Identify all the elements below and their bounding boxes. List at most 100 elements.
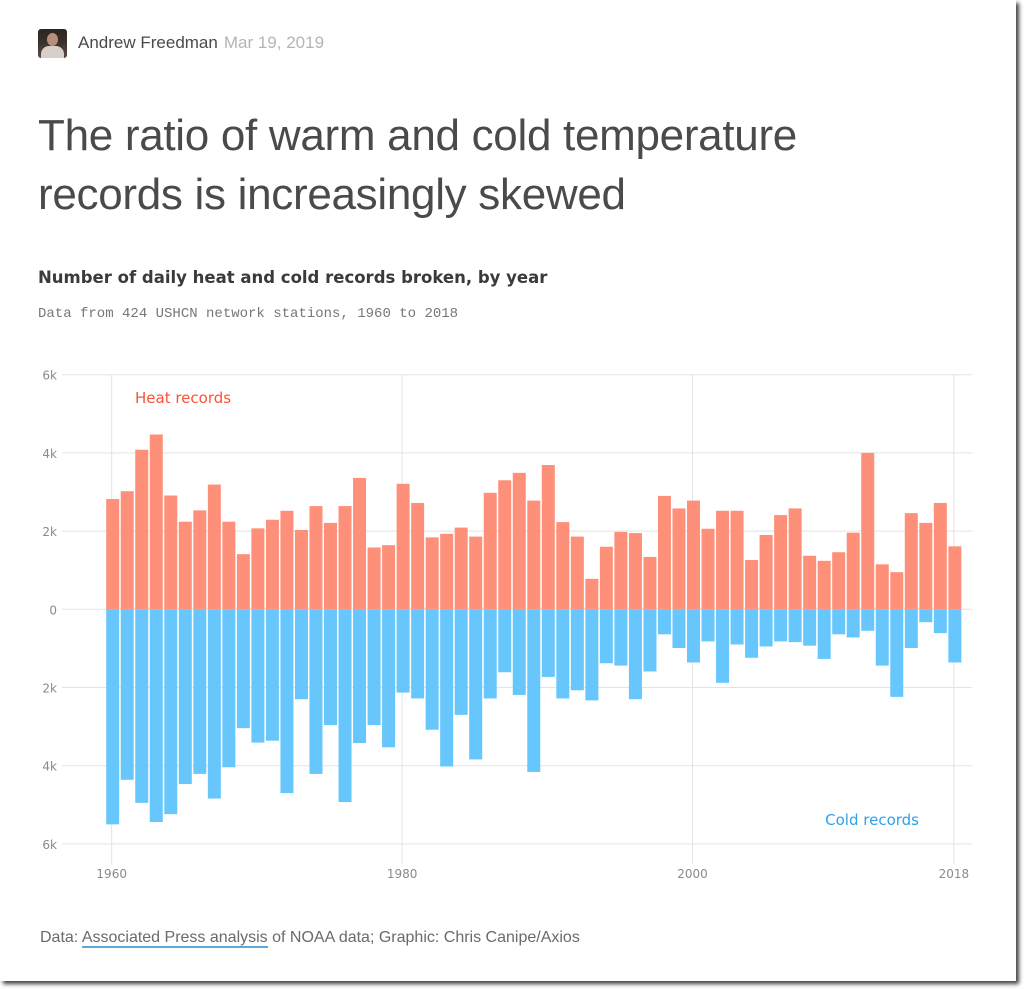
heat-bar (570, 536, 584, 610)
y-tick-label: 2k (42, 525, 57, 539)
cold-bar (396, 609, 410, 693)
cold-bar (324, 609, 337, 726)
heat-bar (382, 545, 396, 610)
heat-bar (106, 499, 120, 610)
cold-bar (570, 609, 584, 691)
heat-bar (265, 519, 279, 610)
heat-bar (178, 521, 192, 610)
cold-bar (541, 609, 555, 677)
cold-bar (294, 609, 308, 700)
cold-bar (498, 609, 512, 673)
cold-bar (251, 609, 265, 743)
cold-bar (745, 609, 759, 658)
heat-bar (120, 491, 134, 610)
heat-bar (643, 556, 657, 610)
publish-date: Mar 19, 2019 (223, 33, 325, 52)
heat-bar (207, 484, 221, 610)
cold-bar (890, 609, 904, 697)
cold-bar (861, 609, 875, 631)
y-tick-label: 4k (42, 760, 57, 774)
author-avatar[interactable] (38, 28, 67, 58)
heat-bar (890, 572, 904, 610)
cold-bar (382, 609, 396, 748)
heat-bar (585, 578, 599, 610)
heat-bar (483, 492, 497, 610)
cold-bar (425, 609, 439, 730)
heat-bar (222, 521, 236, 610)
heat-bar (498, 480, 512, 610)
heat-bar (135, 449, 149, 610)
cold-bar (193, 609, 207, 774)
heat-bar (440, 533, 454, 610)
heat-bar (657, 495, 671, 610)
y-tick-label: 6k (42, 369, 57, 383)
heat-bar (251, 528, 265, 610)
cold-bar (149, 609, 163, 823)
heat-bar (788, 508, 802, 610)
cold-bar (948, 609, 962, 663)
cold-bar (774, 609, 788, 642)
cold-bar (178, 609, 192, 785)
heat-bar (774, 515, 788, 610)
cold-bar (454, 609, 468, 715)
cold-bar (120, 609, 134, 780)
source-prefix: Data: (40, 929, 82, 946)
cold-bar (309, 609, 323, 774)
heat-bar (759, 535, 773, 610)
y-tick-label: 4k (42, 447, 57, 461)
cold-bar (716, 609, 730, 683)
cold-bar (875, 609, 889, 666)
cold-bar (643, 609, 657, 672)
heat-bar (512, 472, 526, 610)
heat-bar (614, 531, 628, 610)
cold-bar (440, 609, 454, 767)
cold-bar (265, 609, 279, 741)
heat-bar (846, 532, 860, 610)
heat-bar (164, 495, 178, 610)
heat-bar (367, 547, 381, 610)
heat-bar (149, 434, 163, 610)
heat-bar (527, 500, 541, 610)
heat-bar (861, 452, 875, 610)
heat-bar (730, 510, 744, 610)
heat-bar (803, 555, 817, 610)
source-link[interactable]: Associated Press analysis (81, 929, 268, 948)
heat-bar (193, 510, 207, 610)
headline: The ratio of warm and cold temperature r… (38, 111, 797, 219)
author-name[interactable]: Andrew Freedman (78, 33, 218, 52)
cold-bar (599, 609, 613, 664)
heat-bar (294, 529, 308, 610)
cold-bar (832, 609, 846, 635)
legend-heat-records: Heat records (135, 389, 231, 407)
x-tick-label: 2000 (677, 867, 708, 881)
cold-bar (904, 609, 918, 649)
cold-bar (338, 609, 352, 803)
heat-bar (745, 560, 759, 610)
chart-area: 6k 4k 2k 0 2k 4k 6k 1960 1980 2000 2018 Heat recor… (42, 369, 972, 881)
cold-bar (222, 609, 236, 768)
heat-bar (948, 546, 962, 610)
cold-bar (135, 609, 149, 803)
legend-cold-records: Cold records (825, 811, 919, 829)
cold-bar (701, 609, 715, 642)
cold-bar (556, 609, 570, 699)
heat-bar (817, 560, 831, 610)
cold-bar (933, 609, 947, 634)
cold-bar (207, 609, 221, 799)
cold-bar (817, 609, 831, 659)
heat-bar (599, 546, 613, 610)
cold-bar (803, 609, 817, 646)
cold-bar (527, 609, 541, 772)
cold-bar (788, 609, 802, 643)
heat-bar (701, 528, 715, 610)
avatar-head-shape (47, 32, 58, 46)
heat-bar (716, 510, 730, 610)
heat-bar (353, 477, 367, 610)
cold-bar (164, 609, 178, 815)
y-tick-label: 2k (42, 682, 57, 696)
heat-bar (875, 564, 889, 610)
chart-title: Number of daily heat and cold records br… (38, 268, 548, 287)
cold-bar (236, 609, 250, 729)
cold-bar (628, 609, 642, 700)
